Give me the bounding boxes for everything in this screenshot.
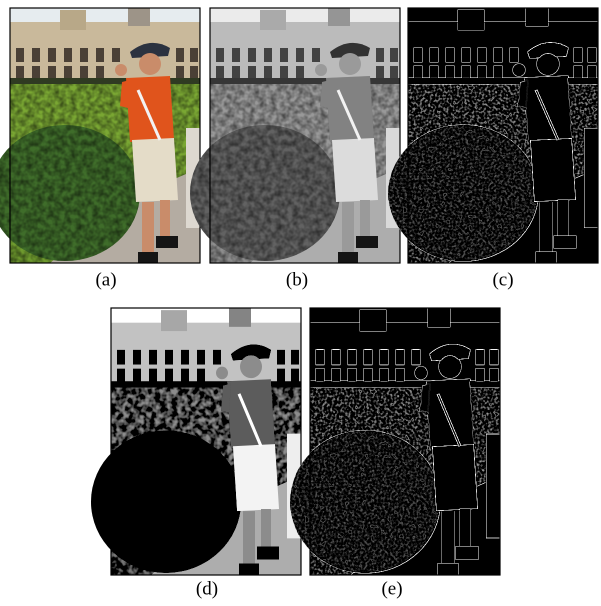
image-edges [388, 8, 598, 263]
panel-label: (e) [381, 578, 402, 599]
image-enhanced [91, 308, 301, 575]
figure: (a) (b) (c) (d) (e) [0, 0, 601, 601]
page: (a) (b) (c) (d) (e) (() => { const data … [0, 0, 601, 601]
panel-a [0, 8, 200, 263]
panel-c [388, 8, 598, 263]
panel-label: (c) [492, 269, 513, 290]
image-original [0, 8, 200, 263]
image-grayscale [190, 8, 400, 263]
panel-label: (b) [286, 269, 308, 290]
panel-b [190, 8, 400, 263]
panel-d [91, 308, 301, 575]
image-edges [290, 308, 500, 575]
panel-label: (d) [196, 578, 218, 599]
panel-label: (a) [95, 269, 116, 290]
panel-e [290, 308, 500, 575]
